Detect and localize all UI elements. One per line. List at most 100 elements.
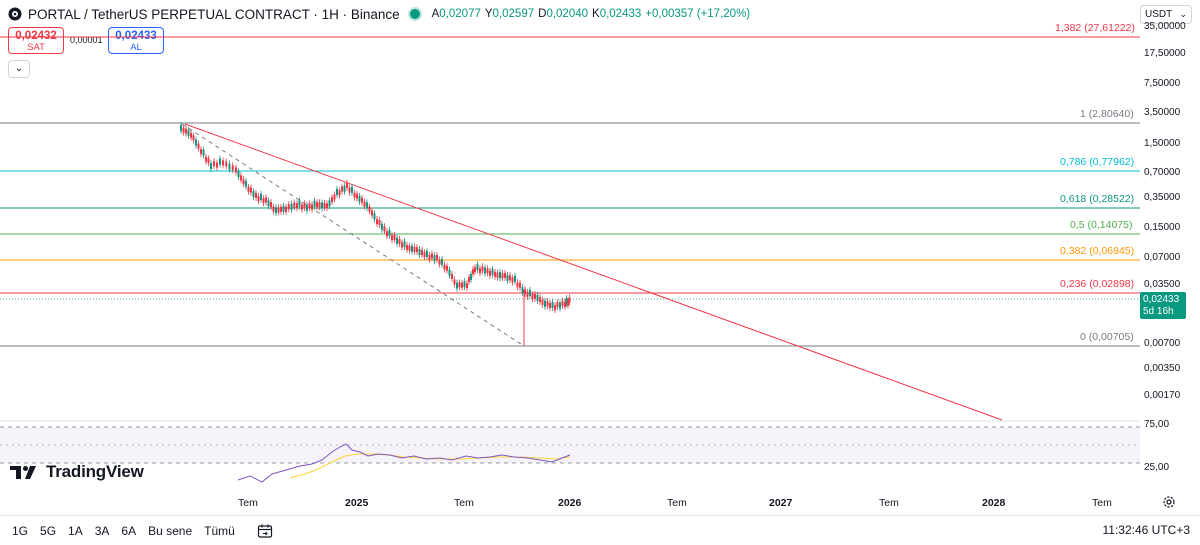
sell-label: SAT bbox=[27, 42, 45, 53]
candle-body bbox=[368, 206, 371, 212]
candle-body bbox=[398, 238, 401, 244]
fib-level-label: 0,236 (0,02898) bbox=[1060, 278, 1135, 290]
candle-body bbox=[282, 205, 285, 212]
candle-body bbox=[247, 186, 250, 192]
gear-icon[interactable] bbox=[1162, 495, 1176, 509]
calendar-goto-icon[interactable] bbox=[257, 523, 273, 539]
candle-body bbox=[504, 273, 506, 279]
candle-body bbox=[348, 187, 351, 193]
candle-body bbox=[441, 258, 443, 265]
price-tick: 0,07000 bbox=[1144, 252, 1181, 263]
candle-body bbox=[401, 242, 403, 248]
candle-body bbox=[187, 129, 190, 136]
candle-body bbox=[308, 203, 311, 209]
candle-body bbox=[213, 161, 215, 167]
candle-body bbox=[270, 202, 272, 208]
candle-body bbox=[197, 143, 200, 149]
candle-body bbox=[416, 247, 418, 253]
candle-body bbox=[511, 277, 514, 283]
candle-body bbox=[453, 279, 456, 285]
time-tick: Tem bbox=[1092, 497, 1112, 509]
candle-body bbox=[524, 289, 526, 295]
fib-level-label: 0 (0,00705) bbox=[1080, 331, 1134, 343]
candle-body bbox=[231, 165, 234, 171]
price-tick: 3,50000 bbox=[1144, 107, 1181, 118]
candle-body bbox=[546, 301, 549, 307]
candle-body bbox=[343, 185, 346, 192]
candle-body bbox=[479, 268, 481, 274]
candle-body bbox=[285, 206, 287, 212]
range-1d-button[interactable]: 1G bbox=[12, 523, 29, 538]
open-label: A bbox=[431, 8, 440, 20]
candle-body bbox=[267, 200, 270, 207]
candle-body bbox=[293, 202, 296, 208]
candle-body bbox=[257, 196, 260, 202]
market-status-icon[interactable] bbox=[409, 9, 420, 19]
range-3m-button[interactable]: 3A bbox=[94, 523, 110, 538]
price-tick: 35,00000 bbox=[1144, 21, 1186, 32]
candle-body bbox=[496, 272, 499, 278]
candle-body bbox=[463, 281, 466, 288]
currency-select[interactable]: USDT ⌄ bbox=[1140, 5, 1192, 24]
candle-body bbox=[484, 267, 486, 274]
price-tick: 0,00350 bbox=[1144, 363, 1181, 374]
clock[interactable]: 11:32:46 UTC+3 bbox=[1102, 523, 1191, 537]
candle-body bbox=[448, 269, 451, 276]
candle-body bbox=[361, 197, 363, 203]
symbol-title[interactable]: PORTAL / TetherUS PERPETUAL CONTRACT · 1… bbox=[28, 6, 400, 22]
candle-body bbox=[411, 245, 413, 252]
high-value: 0,02597 bbox=[492, 8, 535, 20]
candle-body bbox=[366, 202, 368, 209]
buy-button[interactable]: 0,02433 AL bbox=[108, 27, 164, 54]
range-all-button[interactable]: Tümü bbox=[204, 523, 235, 538]
candle-body bbox=[529, 289, 531, 296]
candle-body bbox=[436, 255, 438, 261]
range-5d-button[interactable]: 5G bbox=[40, 523, 57, 538]
candle-body bbox=[501, 273, 504, 279]
candle-body bbox=[358, 195, 361, 202]
candle-body bbox=[301, 204, 303, 210]
candle-body bbox=[386, 231, 388, 237]
candle-body bbox=[222, 160, 224, 166]
fib-trend-line[interactable] bbox=[181, 123, 525, 347]
candle-body bbox=[466, 283, 468, 289]
range-1m-button[interactable]: 1A bbox=[68, 523, 83, 538]
candle-body bbox=[413, 246, 416, 252]
candle-body bbox=[371, 210, 373, 216]
candle-body bbox=[313, 200, 316, 207]
collapse-legend-button[interactable]: ⌄ bbox=[8, 60, 30, 78]
downtrend-line[interactable] bbox=[184, 123, 1003, 421]
candle-body bbox=[250, 187, 252, 193]
low-label: D bbox=[538, 8, 547, 20]
currency-value: USDT bbox=[1145, 9, 1173, 20]
close-label: K bbox=[592, 8, 600, 20]
price-chart[interactable] bbox=[0, 0, 1140, 490]
candle-body bbox=[431, 253, 433, 259]
sell-button[interactable]: 0,02432 SAT bbox=[8, 27, 64, 54]
candle-body bbox=[275, 207, 277, 214]
candle-body bbox=[418, 248, 421, 255]
tradingview-logo[interactable]: TradingView bbox=[10, 462, 144, 482]
range-ytd-button[interactable]: Bu sene bbox=[148, 523, 193, 538]
candle-body bbox=[456, 282, 458, 289]
chevron-down-icon: ⌄ bbox=[1179, 9, 1187, 19]
candle-body bbox=[245, 180, 247, 187]
candle-body bbox=[333, 194, 336, 200]
candle-body bbox=[476, 264, 479, 271]
candle-body bbox=[567, 300, 569, 306]
fib-retracement[interactable] bbox=[0, 36, 1140, 347]
price-tick: 0,35000 bbox=[1144, 192, 1181, 203]
candle-body bbox=[544, 300, 546, 307]
range-6m-button[interactable]: 6A bbox=[121, 523, 137, 538]
candle-body bbox=[564, 302, 566, 308]
candle-body bbox=[351, 186, 353, 193]
time-tick: Tem bbox=[238, 497, 258, 509]
candle-body bbox=[336, 188, 338, 195]
candle-body bbox=[195, 139, 197, 146]
candle-body bbox=[554, 305, 556, 311]
candle-body bbox=[237, 171, 240, 178]
candle-body bbox=[423, 252, 426, 258]
open-value: 0,02077 bbox=[439, 8, 481, 20]
time-tick: Tem bbox=[454, 497, 474, 509]
candle-body bbox=[406, 244, 408, 250]
